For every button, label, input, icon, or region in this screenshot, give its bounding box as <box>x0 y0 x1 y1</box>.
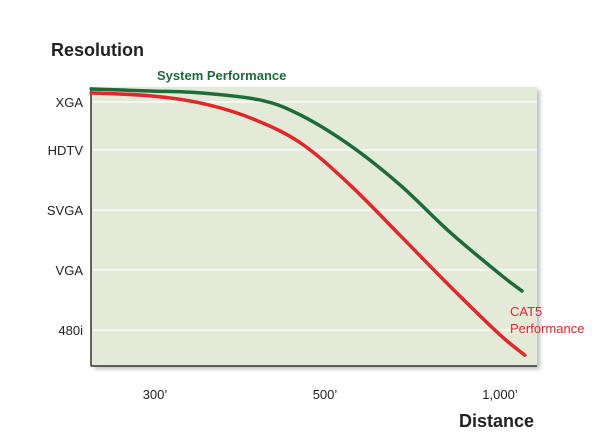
legend-cat5-line1: CAT5 <box>510 304 542 319</box>
legend-cat5-line2: Performance <box>510 321 584 336</box>
x-tick-label: 300’ <box>143 387 168 402</box>
y-tick-label: SVGA <box>47 203 83 218</box>
y-tick-label: HDTV <box>48 143 84 158</box>
y-tick-label: VGA <box>56 263 84 278</box>
series-line-system-performance <box>89 87 524 293</box>
x-tick-label: 1,000’ <box>482 387 518 402</box>
y-axis-title: Resolution <box>51 40 144 60</box>
y-tick-label: XGA <box>56 95 84 110</box>
x-tick-label: 500’ <box>313 387 338 402</box>
series-line-cat5-performance <box>89 91 527 357</box>
plot-area <box>91 87 537 366</box>
legend-cat5-performance: CAT5 Performance <box>510 304 584 336</box>
legend-system-performance: System Performance <box>157 68 286 83</box>
x-axis-title: Distance <box>459 411 534 431</box>
y-tick-label: 480i <box>58 323 83 338</box>
